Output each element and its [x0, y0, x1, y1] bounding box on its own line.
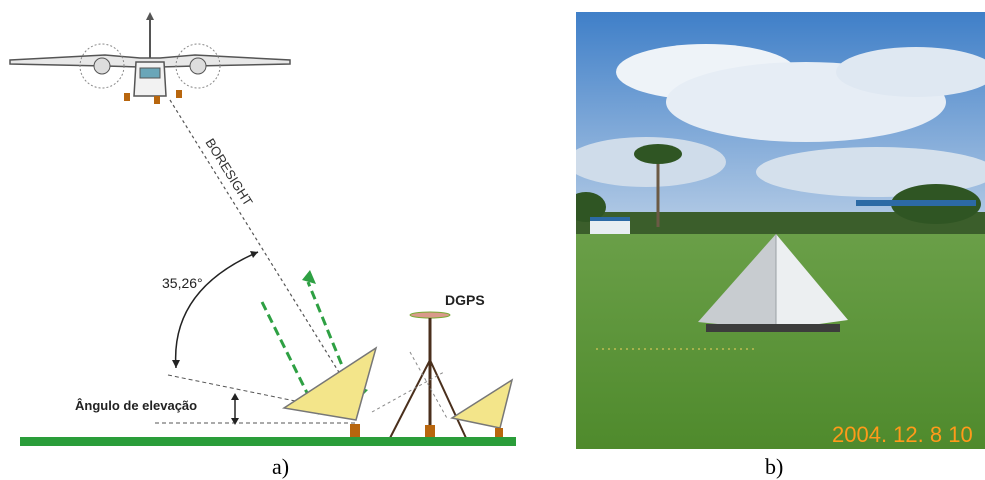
boresight-line	[169, 99, 346, 383]
caption-a: a)	[272, 454, 290, 479]
boresight-label: BORESIGHT	[202, 136, 255, 209]
pyramid-reflector	[698, 234, 848, 332]
angle-label: 35,26°	[162, 275, 203, 291]
angle-arc	[174, 251, 259, 369]
field-photo: 2004. 12. 8 10	[576, 12, 985, 449]
corner-reflector-secondary	[450, 378, 514, 429]
diagram-svg: BORESIGHT 35,26° Ângulo de elevação DGPS	[9, 12, 516, 446]
elevation-label: Ângulo de elevação	[75, 398, 197, 413]
dgps-tripod	[371, 311, 467, 439]
aircraft-icon	[9, 12, 291, 104]
diagram-panel: BORESIGHT 35,26° Ângulo de elevação DGPS	[9, 12, 516, 446]
caption-b: b)	[765, 454, 784, 479]
date-stamp: 2004. 12. 8 10	[832, 422, 973, 447]
photo-panel: 2004. 12. 8 10	[576, 12, 985, 449]
corner-reflector-main	[281, 346, 378, 421]
ground-bar	[20, 437, 516, 446]
dgps-label: DGPS	[445, 292, 485, 308]
